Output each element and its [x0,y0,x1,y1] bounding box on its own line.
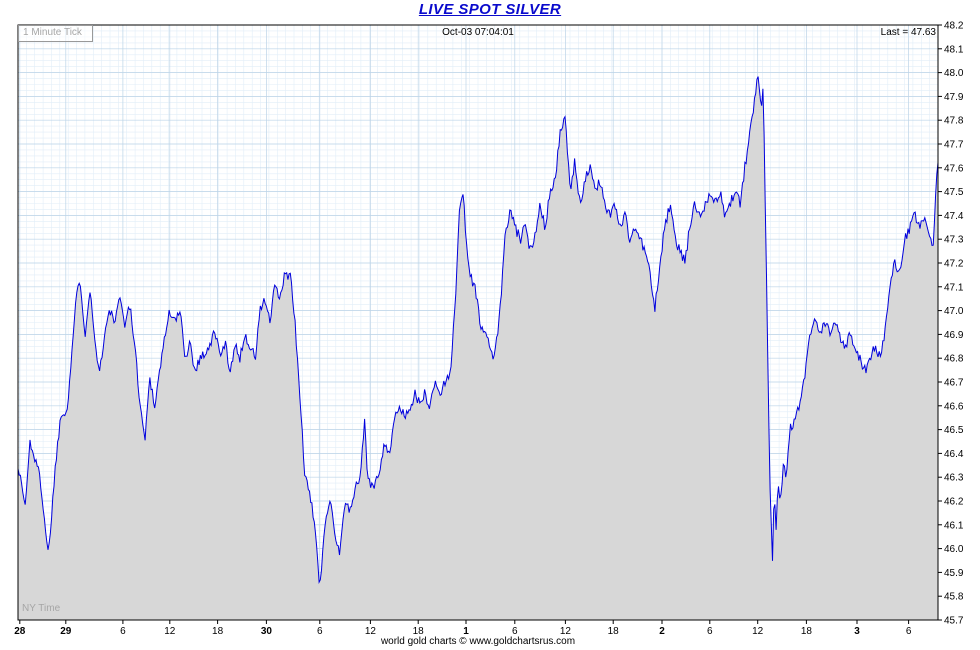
chart-title: LIVE SPOT SILVER [418,1,562,18]
y-axis-label: 45.9 [944,568,964,579]
y-axis-label: 45.8 [944,592,964,603]
x-axis-label: 3 [854,626,860,637]
x-axis-label: 30 [261,626,273,637]
price-area [18,76,938,621]
x-axis-label: 6 [120,626,126,637]
timezone-label: NY Time [22,603,61,614]
x-axis-label: 2 [659,626,665,637]
y-axis-label: 46.8 [944,354,964,365]
y-axis-label: 47.5 [944,187,964,198]
plot-border [17,24,939,621]
y-axis-label: 46.2 [944,497,964,508]
x-axis-label: 6 [707,626,713,637]
x-axis-label: 6 [512,626,518,637]
y-axis-label: 46.5 [944,425,964,436]
y-axis-label: 45.7 [944,616,964,627]
x-axis-label: 18 [413,626,425,637]
x-axis-label: 12 [365,626,377,637]
x-axis-label: 6 [317,626,323,637]
y-axis-label: 47.2 [944,259,964,270]
x-axis-label: 12 [560,626,572,637]
y-axis-label: 47.3 [944,235,964,246]
chart-timestamp: Oct-03 07:04:01 [442,27,514,38]
y-axis-label: 47.1 [944,282,964,293]
y-axis-label: 47.9 [944,92,964,103]
y-axis-label: 48.2 [944,21,964,32]
x-axis-label: 29 [60,626,72,637]
y-axis-label: 46.6 [944,401,964,412]
y-axis-label: 47.0 [944,306,964,317]
y-axis-label: 47.8 [944,116,964,127]
y-axis-label: 46.9 [944,330,964,341]
y-axis-label: 47.7 [944,140,964,151]
y-axis-label: 47.4 [944,211,964,222]
x-axis-label: 12 [752,626,764,637]
y-axis-label: 46.0 [944,544,964,555]
y-axis-label: 46.7 [944,378,964,389]
x-axis-label: 6 [906,626,912,637]
y-axis-label: 46.3 [944,473,964,484]
x-axis-label: 18 [801,626,813,637]
chart-footer: world gold charts © www.goldchartsrus.co… [380,636,576,647]
y-axis-label: 46.4 [944,449,964,460]
x-axis-label: 18 [212,626,224,637]
x-axis-label: 18 [608,626,620,637]
price-line [17,76,939,585]
x-axis-label: 1 [463,626,469,637]
y-axis-label: 47.6 [944,163,964,174]
y-axis-label: 46.1 [944,520,964,531]
y-axis-label: 48.0 [944,68,964,79]
x-axis-label: 28 [14,626,26,637]
interval-label: 1 Minute Tick [18,25,93,42]
last-price-label: Last = 47.63 [880,27,936,38]
y-axis-label: 48.1 [944,44,964,55]
x-axis-label: 12 [164,626,176,637]
